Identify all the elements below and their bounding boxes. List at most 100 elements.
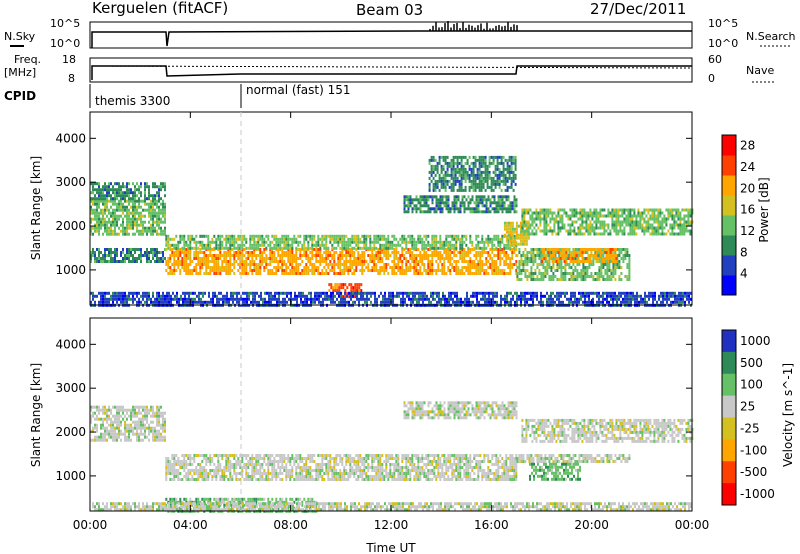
data-cell: [458, 179, 461, 183]
data-cell: [166, 297, 168, 301]
data-cell: [629, 220, 632, 224]
data-cell: [126, 194, 128, 198]
data-cell: [158, 223, 160, 227]
data-cell: [160, 211, 162, 215]
data-cell: [493, 260, 496, 263]
data-cell: [152, 232, 154, 236]
data-cell: [213, 257, 216, 260]
data-cell: [171, 269, 174, 272]
data-cell: [324, 294, 326, 298]
data-cell: [681, 232, 684, 236]
data-cell: [474, 161, 477, 165]
data-cell: [480, 158, 483, 162]
data-cell: [201, 266, 204, 269]
data-cell: [94, 197, 96, 201]
data-cell: [673, 232, 676, 236]
data-cell: [345, 246, 348, 250]
data-cell: [144, 214, 146, 218]
data-cell: [321, 243, 324, 247]
data-cell: [459, 207, 462, 211]
data-cell: [501, 272, 504, 275]
data-cell: [371, 269, 374, 272]
data-cell: [269, 251, 272, 254]
data-cell: [183, 234, 186, 238]
data-cell: [437, 257, 440, 260]
data-cell: [302, 291, 304, 295]
data-cell: [277, 240, 280, 244]
data-cell: [605, 223, 608, 227]
data-cell: [122, 260, 124, 263]
data-cell: [451, 207, 454, 211]
data-cell: [645, 226, 648, 230]
data-cell: [581, 223, 584, 227]
data-cell: [249, 263, 252, 266]
data-cell: [357, 260, 360, 263]
data-cell: [465, 251, 468, 254]
data-cell: [262, 297, 264, 301]
data-cell: [122, 182, 124, 186]
data-cell: [359, 246, 362, 250]
data-cell: [128, 199, 130, 203]
data-cell: [576, 248, 579, 251]
data-cell: [505, 221, 508, 225]
data-cell: [102, 191, 104, 195]
data-cell: [205, 272, 208, 275]
data-cell: [207, 234, 210, 238]
data-cell: [167, 272, 170, 275]
data-cell: [405, 269, 408, 272]
data-cell: [200, 297, 202, 301]
data-cell: [589, 257, 592, 260]
data-cell: [415, 272, 418, 275]
data-cell: [374, 297, 376, 301]
data-cell: [521, 217, 524, 221]
data-cell: [106, 202, 108, 206]
data-cell: [255, 243, 258, 247]
data-cell: [342, 297, 344, 301]
data-cell: [561, 223, 564, 227]
data-cell: [481, 263, 484, 266]
data-cell: [501, 201, 504, 205]
data-cell: [308, 291, 310, 295]
data-cell: [528, 272, 531, 275]
data-cell: [110, 257, 112, 260]
data-cell: [435, 251, 438, 254]
data-cell: [523, 214, 526, 218]
beam-title: Beam 03: [356, 1, 423, 19]
data-cell: [485, 198, 488, 202]
data-cell: [484, 173, 487, 177]
data-cell: [641, 229, 644, 233]
data-cell: [94, 188, 96, 192]
data-cell: [297, 257, 300, 260]
data-cell: [337, 243, 340, 247]
data-cell: [383, 251, 386, 254]
data-cell: [344, 297, 346, 301]
data-cell: [503, 227, 506, 231]
data-cell: [154, 254, 156, 257]
data-cell: [501, 234, 504, 238]
data-cell: [361, 240, 364, 244]
data-cell: [461, 254, 464, 257]
data-cell: [556, 263, 559, 266]
data-cell: [429, 207, 432, 211]
data-cell: [531, 217, 534, 221]
data-cell: [461, 269, 464, 272]
data-cell: [595, 223, 598, 227]
data-cell: [496, 176, 499, 180]
data-cell: [535, 229, 538, 233]
data-cell: [343, 237, 346, 241]
data-cell: [349, 237, 352, 241]
data-cell: [521, 223, 524, 227]
data-cell: [287, 251, 290, 254]
data-cell: [209, 260, 212, 263]
data-cell: [247, 257, 250, 260]
data-cell: [144, 208, 146, 212]
data-cell: [469, 257, 472, 260]
data-cell: [261, 251, 264, 254]
data-cell: [628, 263, 631, 266]
data-cell: [647, 220, 650, 224]
data-cell: [356, 294, 358, 298]
data-cell: [183, 260, 186, 263]
data-cell: [671, 217, 674, 221]
data-cell: [436, 170, 439, 174]
data-cell: [531, 229, 534, 233]
